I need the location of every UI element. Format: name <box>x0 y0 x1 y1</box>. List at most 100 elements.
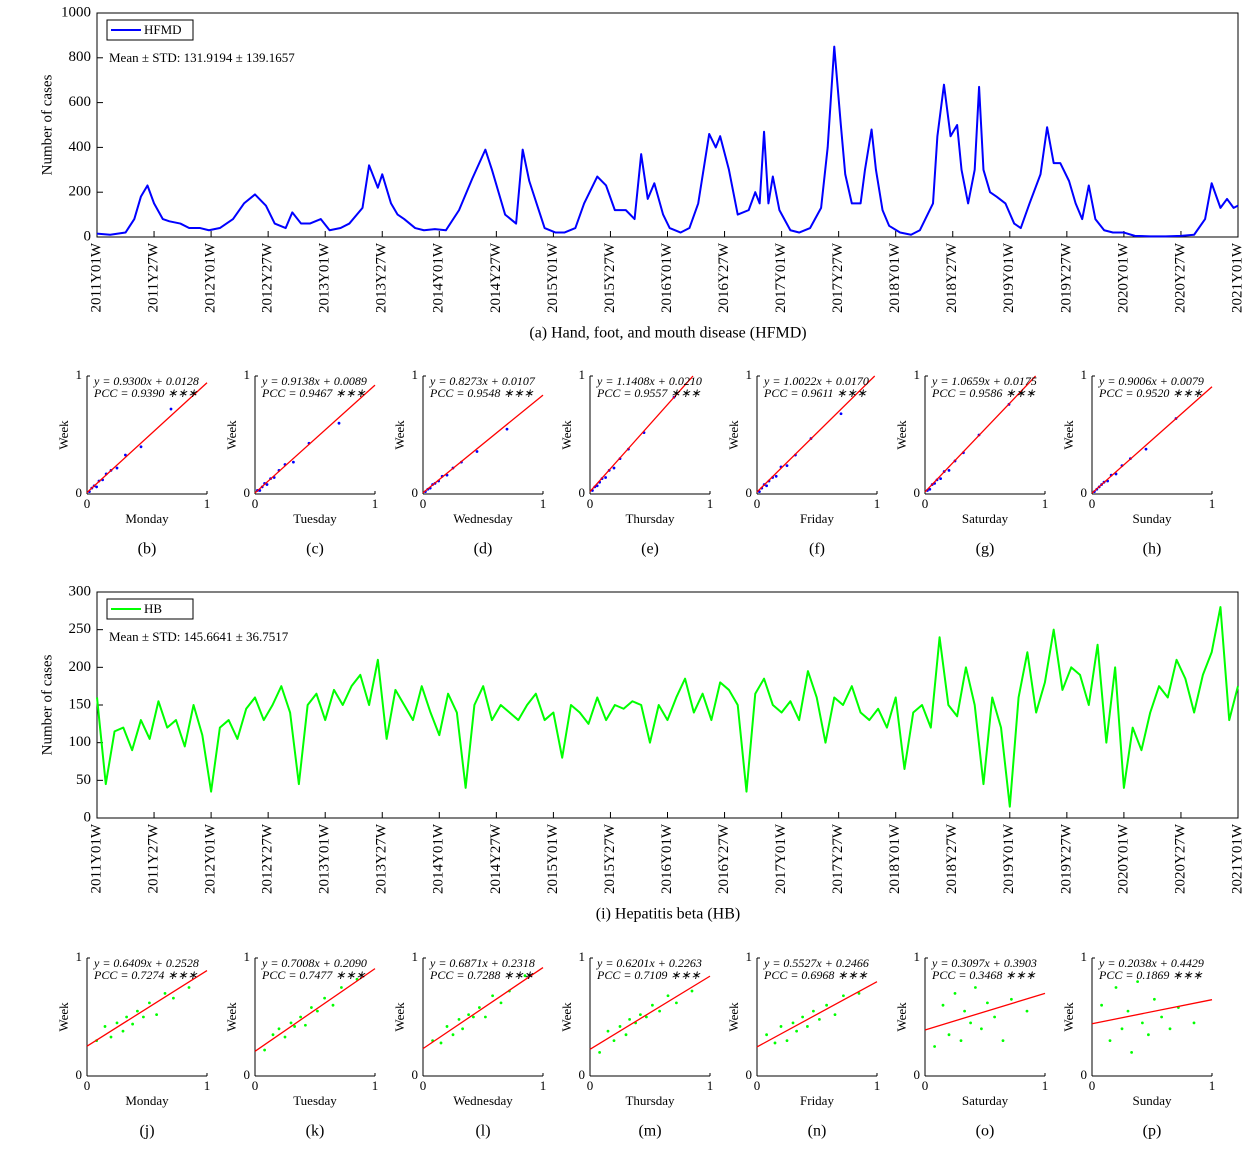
fit-equation: y = 0.9006x + 0.0079 <box>1098 374 1204 388</box>
y-axis-label: Week <box>56 420 71 450</box>
annotation: Mean ± STD: 131.9194 ± 139.1657 <box>109 50 295 65</box>
y-tick-label: 1 <box>1081 949 1088 964</box>
plot-frame <box>96 591 1239 819</box>
fit-line <box>1091 999 1213 1025</box>
pcc-label: PCC = 0.7477 ∗∗∗ <box>261 968 366 982</box>
scatter-point <box>323 996 326 1000</box>
x-tick-label: 0 <box>754 1078 761 1093</box>
fit-line <box>422 967 544 1050</box>
scatter-point <box>1153 997 1156 1001</box>
y-tick-label: 1 <box>76 367 83 382</box>
pcc-label: PCC = 0.7288 ∗∗∗ <box>429 968 534 982</box>
fit-equation: y = 0.6201x + 0.2263 <box>596 956 702 970</box>
caption: (k) <box>306 1123 325 1140</box>
y-tick-label: 1 <box>1081 367 1088 382</box>
fit-line <box>924 375 1037 493</box>
x-tick-label: 2019Y27W <box>1058 823 1074 894</box>
scatter-point <box>292 460 295 464</box>
scatter-point <box>337 421 341 425</box>
y-tick-label: 0 <box>746 485 753 500</box>
scatter-point <box>142 1015 145 1019</box>
x-tick-label: 2014Y27W <box>488 242 504 313</box>
scatter-point <box>1100 1003 1103 1007</box>
scatter-point <box>265 483 269 486</box>
annotation: Mean ± STD: 145.6641 ± 36.7517 <box>109 629 289 644</box>
scatter-point <box>986 1001 989 1005</box>
scatter-point <box>773 1041 777 1045</box>
data-line <box>96 45 1239 238</box>
x-tick-label: 2019Y01W <box>1001 823 1017 894</box>
scatter-point <box>478 1006 481 1009</box>
y-tick-label: 200 <box>69 184 92 200</box>
x-tick-label: 2018Y27W <box>944 823 960 894</box>
x-tick-label: 1 <box>1042 496 1049 511</box>
scatter-point <box>795 1029 798 1033</box>
scatter-point <box>283 1035 287 1039</box>
y-tick-label: 1 <box>579 949 586 964</box>
scatter-point <box>612 1039 616 1042</box>
scatter-point <box>1120 1027 1124 1031</box>
scatter-point <box>1126 1009 1130 1013</box>
y-tick-label: 0 <box>1081 485 1088 500</box>
x-tick-label: 2011Y27W <box>145 823 161 893</box>
fit-line <box>254 384 376 494</box>
scatter-point <box>124 453 127 457</box>
scatter-point <box>959 1039 963 1042</box>
scatter-point <box>148 1001 151 1005</box>
scatter-point <box>499 1001 503 1005</box>
x-axis-label: Friday <box>800 511 834 526</box>
scatter-point <box>812 1009 815 1013</box>
scatter-point <box>974 986 977 989</box>
x-axis-label: Thursday <box>625 511 675 526</box>
pcc-label: PCC = 0.3468 ∗∗∗ <box>931 968 1036 982</box>
scatter-point <box>172 996 175 1000</box>
x-tick-label: 2011Y01W <box>88 823 104 893</box>
scatter-point <box>939 477 942 481</box>
scatter-point <box>271 1033 275 1037</box>
y-tick-label: 600 <box>69 94 92 110</box>
caption: (o) <box>976 1123 995 1140</box>
scatter-point <box>445 1025 449 1028</box>
caption: (h) <box>1143 541 1162 558</box>
scatter-point <box>136 1009 139 1013</box>
y-tick-label: 0 <box>914 1067 921 1082</box>
x-tick-label: 1 <box>1042 1078 1049 1093</box>
scatter-point <box>947 469 951 472</box>
pcc-label: PCC = 0.9548 ∗∗∗ <box>429 386 534 400</box>
scatter-point <box>969 1021 972 1025</box>
x-tick-label: 2018Y01W <box>887 242 903 313</box>
scatter-point <box>765 484 768 488</box>
x-tick-label: 2011Y01W <box>88 242 104 312</box>
scatter-point <box>1141 1021 1144 1025</box>
scatter-point <box>624 1033 628 1037</box>
x-tick-label: 1 <box>1209 496 1216 511</box>
fit-equation: y = 0.6409x + 0.2528 <box>93 956 199 970</box>
y-tick-label: 0 <box>84 809 92 825</box>
x-tick-label: 2021Y01W <box>1229 242 1245 313</box>
pcc-label: PCC = 0.1869 ∗∗∗ <box>1098 968 1203 982</box>
y-axis-label: Number of cases <box>39 74 55 175</box>
x-tick-label: 2016Y27W <box>716 823 732 894</box>
scatter-point <box>933 1045 936 1048</box>
legend-box <box>106 598 194 620</box>
caption: (n) <box>808 1123 827 1140</box>
pcc-label: PCC = 0.9586 ∗∗∗ <box>931 386 1036 400</box>
x-axis-label: Wednesday <box>453 511 513 526</box>
y-axis-label: Week <box>894 1002 909 1032</box>
x-tick-label: 2016Y27W <box>716 242 732 313</box>
fit-equation: y = 0.3097x + 0.3903 <box>931 956 1037 970</box>
scatter-point <box>505 427 509 431</box>
x-tick-label: 2017Y01W <box>773 242 789 313</box>
data-line <box>96 606 1239 808</box>
x-tick-label: 2019Y01W <box>1001 242 1017 313</box>
x-tick-label: 2018Y01W <box>887 823 903 894</box>
scatter-point <box>801 1015 804 1019</box>
x-tick-label: 2021Y01W <box>1229 823 1245 894</box>
scatter-point <box>109 1035 113 1039</box>
scatter-point <box>115 466 119 470</box>
x-tick-label: 2012Y27W <box>260 242 276 313</box>
scatter-point <box>115 1021 119 1025</box>
y-tick-label: 0 <box>1081 1067 1088 1082</box>
